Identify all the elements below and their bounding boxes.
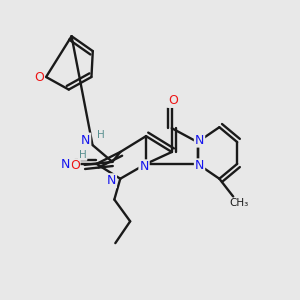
Text: H: H	[79, 150, 86, 160]
Text: N: N	[81, 134, 90, 147]
Text: O: O	[168, 94, 178, 107]
Text: O: O	[34, 71, 44, 85]
Text: CH₃: CH₃	[230, 199, 249, 208]
Text: H: H	[97, 130, 104, 140]
Text: N: N	[195, 134, 204, 147]
Text: N: N	[195, 159, 204, 172]
Text: N: N	[140, 160, 149, 173]
Text: N: N	[61, 158, 70, 171]
Text: O: O	[70, 159, 80, 172]
Text: N: N	[107, 174, 116, 187]
